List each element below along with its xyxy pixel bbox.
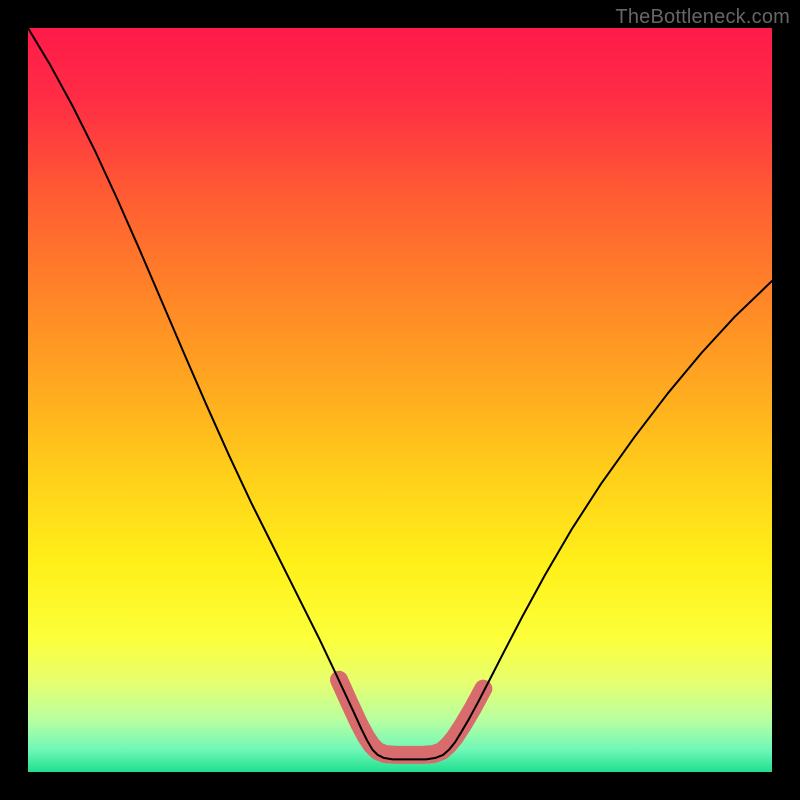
plot-background xyxy=(28,28,772,772)
watermark-text: TheBottleneck.com xyxy=(615,6,790,29)
bottleneck-chart: TheBottleneck.com xyxy=(0,0,800,800)
chart-svg xyxy=(0,0,800,800)
